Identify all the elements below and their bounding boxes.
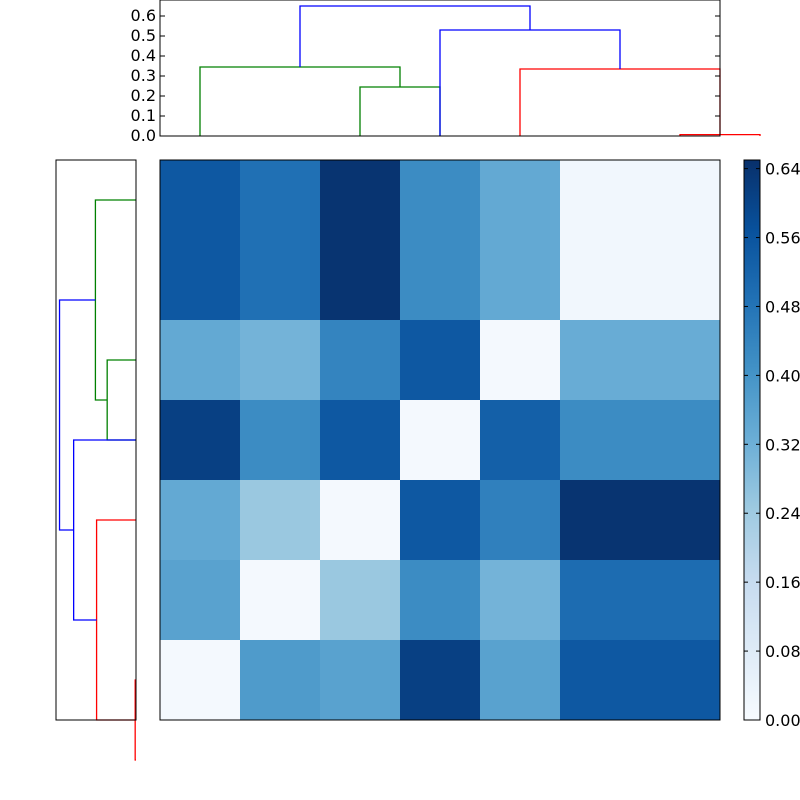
heatmap-cell [160,560,241,641]
heatmap-cell [240,160,321,321]
top-dendrogram-tick-label: 0.4 [131,46,156,65]
top-dendrogram-link [519,68,721,136]
colorbar-frame [743,159,761,721]
top-dendrogram-frame [159,0,721,137]
heatmap-cell [560,640,641,721]
heatmap-cell [560,400,641,481]
top-dendrogram-link [199,66,401,136]
heatmap-cell [640,320,721,401]
left-dendrogram-links [58,199,136,761]
colorbar-tick-label: 0.40 [765,366,800,385]
top-dendrogram-link [359,86,441,136]
heatmap-cell [240,480,321,561]
colorbar-tick-label: 0.16 [765,573,800,592]
heatmap-cell [560,560,641,641]
colorbar-tick-label: 0.56 [765,229,800,248]
heatmap-cell [160,160,241,321]
heatmap-cell [400,560,481,641]
heatmap-cell [400,640,481,721]
heatmap-cells [160,160,721,721]
heatmap-cell [400,160,481,321]
top-dendrogram-tick-label: 0.0 [131,126,156,145]
top-dendrogram-tick-label: 0.2 [131,86,156,105]
heatmap-cell [320,480,401,561]
heatmap-cell [640,640,721,721]
heatmap-cell [160,400,241,481]
heatmap-cell [480,480,561,561]
heatmap-cell [480,320,561,401]
heatmap-cell [560,320,641,401]
top-dendrogram-tick-label: 0.1 [131,106,156,125]
heatmap-cell [480,160,561,321]
heatmap-cell [240,400,321,481]
top-dendrogram-links [199,5,761,136]
heatmap-cell [160,480,241,561]
heatmap-cell [320,560,401,641]
top-dendrogram: 0.00.10.20.30.40.50.6 [131,0,761,145]
heatmap-cell [560,160,641,321]
heatmap [159,159,721,721]
top-dendrogram-link [439,29,621,136]
heatmap-cell [320,320,401,401]
heatmap-cell [160,640,241,721]
colorbar-tick-label: 0.32 [765,435,800,454]
top-dendrogram-link [299,5,531,67]
heatmap-cell [320,640,401,721]
top-dendrogram-tick-label: 0.3 [131,66,156,85]
heatmap-cell [240,640,321,721]
colorbar: 0.00 0.08 0.16 0.24 0.32 0.40 0.48 0.56 0.64 [743,159,800,730]
colorbar-tick-label: 0.00 [765,711,800,730]
heatmap-cell [480,400,561,481]
top-dendrogram-tick-label: 0.6 [131,6,156,25]
colorbar-tick-label: 0.48 [765,297,800,316]
heatmap-cell [320,400,401,481]
heatmap-cell [320,160,401,321]
heatmap-cell [480,640,561,721]
heatmap-cell [240,320,321,401]
heatmap-cell [640,560,721,641]
heatmap-cell [240,560,321,641]
heatmap-cell [640,160,721,321]
left-dendrogram-link [72,439,136,621]
top-dendrogram-y-axis: 0.00.10.20.30.40.50.6 [131,6,720,145]
colorbar-ticks: 0.00 0.08 0.16 0.24 0.32 0.40 0.48 0.56 0.64 [744,160,800,730]
left-dendrogram-link [95,519,136,721]
heatmap-cell [640,480,721,561]
heatmap-frame [159,159,721,721]
top-dendrogram-tick-label: 0.5 [131,26,156,45]
left-dendrogram [55,159,137,761]
heatmap-cell [400,400,481,481]
heatmap-cell [160,320,241,401]
heatmap-cell [400,480,481,561]
left-dendrogram-frame [55,159,137,721]
heatmap-cell [640,400,721,481]
colorbar-tick-label: 0.08 [765,642,800,661]
left-dendrogram-link [106,359,136,441]
left-dendrogram-link [94,199,136,401]
left-dendrogram-link [58,299,96,531]
heatmap-cell [480,560,561,641]
heatmap-cell [400,320,481,401]
colorbar-tick-label: 0.24 [765,504,800,523]
colorbar-gradient [744,160,760,720]
colorbar-tick-label: 0.64 [765,160,800,179]
heatmap-cell [560,480,641,561]
